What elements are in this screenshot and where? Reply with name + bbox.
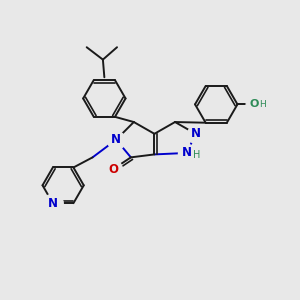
Text: O: O <box>250 99 259 110</box>
Text: N: N <box>48 197 58 210</box>
Text: H: H <box>259 100 266 109</box>
Text: N: N <box>111 133 121 146</box>
Text: H: H <box>193 150 200 160</box>
Text: N: N <box>190 127 201 140</box>
Text: N: N <box>182 146 192 159</box>
Text: O: O <box>108 163 118 176</box>
